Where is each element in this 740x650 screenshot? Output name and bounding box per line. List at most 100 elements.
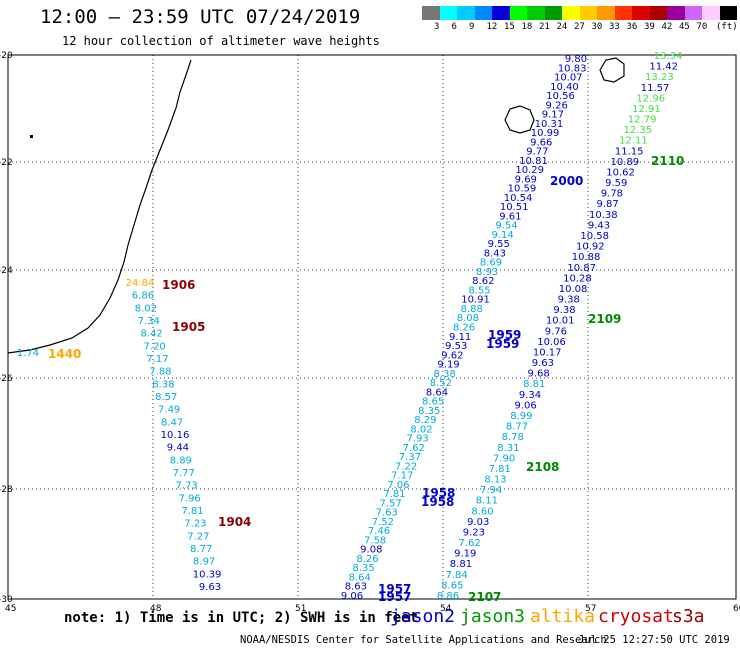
- wave-height-label: 9.54: [495, 221, 517, 232]
- lon-tick-label: 60: [733, 604, 740, 614]
- pass-time-label: 1959: [488, 328, 521, 342]
- colorbar-label: 12: [486, 22, 498, 32]
- colorbar-swatch: [684, 6, 702, 20]
- wave-height-label: 9.06: [515, 400, 537, 411]
- wave-height-label: 9.38: [553, 305, 575, 316]
- reunion-island: [504, 105, 535, 134]
- pass-time-label: 2107: [468, 590, 501, 604]
- islet: [30, 135, 33, 138]
- wave-height-label: 10.59: [508, 184, 537, 195]
- wave-height-label: 9.03: [467, 517, 489, 528]
- wave-height-label: 10.08: [559, 284, 588, 295]
- pass-time-label: 1957: [378, 582, 411, 596]
- wave-height-label: 9.38: [558, 295, 580, 306]
- wave-height-label: 11.57: [641, 83, 670, 94]
- lat-tick-label: -28: [0, 485, 13, 495]
- wave-height-label: 10.92: [576, 242, 605, 253]
- wave-height-label: 10.16: [161, 430, 190, 441]
- wave-height-label: 7.27: [187, 531, 209, 542]
- wave-height-label: 10.87: [567, 263, 596, 274]
- colorbar-label: 33: [609, 22, 620, 32]
- wave-height-label: 8.69: [480, 258, 502, 269]
- credit-text: NOAA/NESDIS Center for Satellite Applica…: [240, 634, 607, 646]
- wave-height-label: 7.81: [383, 489, 405, 500]
- wave-height-label: 7.62: [403, 443, 425, 454]
- wave-height-label: 7.17: [391, 471, 413, 482]
- wave-height-label: 12.11: [619, 136, 648, 147]
- wave-height-label: 10.91: [461, 295, 490, 306]
- pass-time-label: 1906: [162, 278, 195, 292]
- colorbar-swatch: [719, 6, 737, 20]
- wave-height-label: 8.42: [141, 329, 163, 340]
- wave-height-label: 7.37: [399, 452, 421, 463]
- wave-height-label: 8.77: [506, 422, 528, 433]
- wave-height-label: 24.84: [126, 278, 155, 289]
- wave-height-label: 10.99: [531, 128, 560, 139]
- legend-item-altika: altika: [530, 606, 596, 627]
- pass-time-label: 1959: [486, 337, 519, 351]
- lat-lon-grid: [8, 55, 736, 599]
- wave-height-label: 10.38: [589, 210, 618, 221]
- wave-height-label: 7.94: [480, 485, 502, 496]
- wave-height-label: 7.49: [158, 405, 180, 416]
- wave-height-label: 8.60: [471, 506, 493, 517]
- wave-height-label: 8.86: [437, 591, 459, 602]
- wave-height-label: 9.87: [596, 199, 618, 210]
- lat-tick-label: -22: [0, 158, 13, 168]
- legend-item-cryosat: cryosat: [598, 606, 674, 627]
- wave-height-label: 8.89: [170, 455, 192, 466]
- wave-height-label: 9.63: [532, 358, 554, 369]
- colorbar-swatch: [614, 6, 632, 20]
- lat-tick-label: -30: [0, 595, 13, 605]
- wave-height-label: 10.88: [572, 252, 601, 263]
- wave-height-label: 8.62: [472, 276, 494, 287]
- pass-time-label: 2110: [651, 154, 684, 168]
- wave-height-label: 9.78: [601, 189, 623, 200]
- wave-height-label: 10.83: [558, 63, 587, 74]
- wave-height-label: 10.56: [546, 91, 575, 102]
- pass-time-label: 1957: [378, 590, 411, 604]
- wave-height-label: 8.65: [422, 397, 444, 408]
- wave-height-label: 9.43: [588, 220, 610, 231]
- lat-tick-label: -26: [0, 374, 13, 384]
- wave-height-label: 8.97: [193, 557, 215, 568]
- wave-height-label: 9.26: [546, 100, 568, 111]
- lon-tick-label: 45: [5, 604, 16, 614]
- wave-height-label: 8.99: [510, 411, 532, 422]
- wave-height-label: 8.63: [345, 582, 367, 593]
- wave-height-label: 8.02: [135, 303, 157, 314]
- wave-height-label: 9.76: [545, 326, 567, 337]
- wave-height-label: 7.20: [143, 341, 165, 352]
- wave-height-label: 7.46: [368, 526, 390, 537]
- wave-height-label: 7.73: [176, 481, 198, 492]
- wave-height-label: 10.01: [546, 316, 575, 327]
- colorbar-swatch: [422, 6, 440, 20]
- colorbar-labels: 3 6 9 12 15 18 21 24 27 30 33 36 39 42 45 70: [422, 22, 740, 34]
- colorbar-label: 21: [539, 22, 550, 32]
- wave-height-label: 10.89: [611, 157, 640, 168]
- wave-height-label: 8.57: [155, 392, 177, 403]
- wave-height-label: 8.31: [497, 443, 519, 454]
- wave-height-label: 8.13: [484, 475, 506, 486]
- colorbar-swatch: [492, 6, 510, 20]
- pass-time-label: 2108: [526, 460, 559, 474]
- colorbar-label: 3: [434, 22, 440, 32]
- pass-time-label: 1904: [218, 515, 251, 529]
- wave-height-label: 7.34: [138, 316, 160, 327]
- colorbar-label: 30: [591, 22, 603, 32]
- colorbar-swatch: [702, 6, 720, 20]
- wave-height-label: 8.65: [441, 580, 463, 591]
- wave-height-label: 9.17: [542, 110, 564, 121]
- altimeter-tracks: 24.846.868.027.348.427.207.177.888.388.5…: [17, 51, 682, 602]
- wave-height-label: 8.47: [161, 417, 183, 428]
- wave-height-label: 9.69: [515, 174, 537, 185]
- mauritius-island: [599, 57, 625, 83]
- wave-height-label: 8.81: [523, 379, 545, 390]
- wave-height-label: 10.39: [193, 569, 222, 580]
- colorbar-label: 36: [626, 22, 638, 32]
- colorbar-swatch: [474, 6, 492, 20]
- wave-height-label: 9.55: [488, 239, 510, 250]
- wave-height-label: 7.88: [149, 367, 171, 378]
- wave-height-label: 6.86: [132, 291, 154, 302]
